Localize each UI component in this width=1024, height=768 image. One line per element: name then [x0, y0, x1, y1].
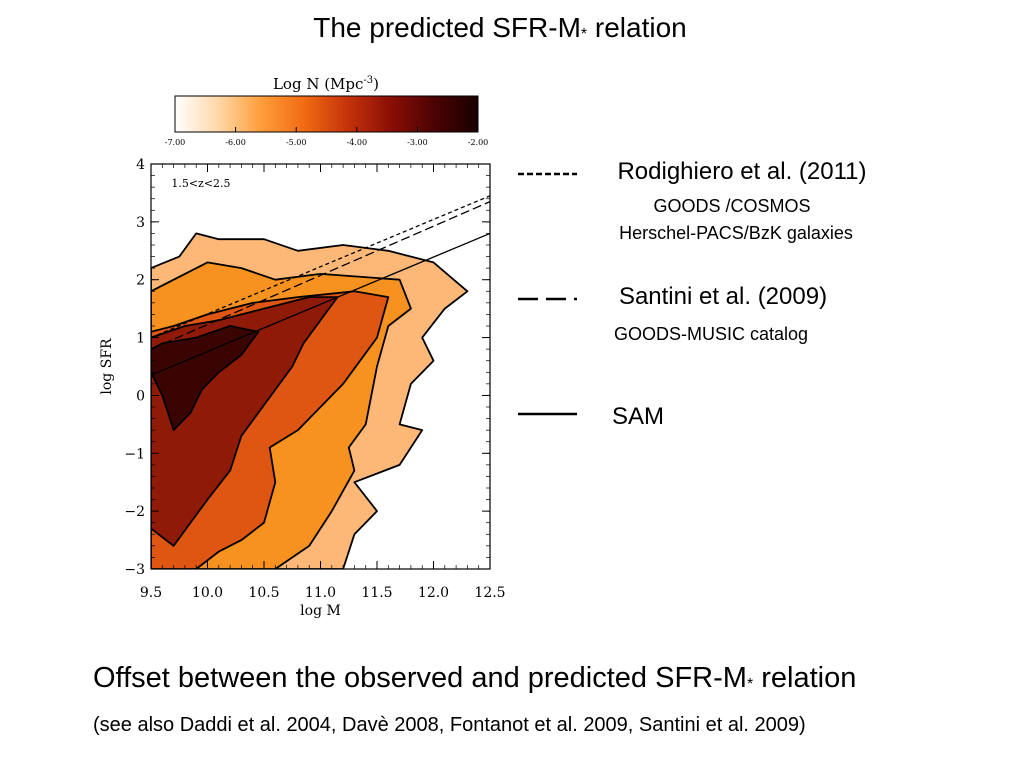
title-subscript: *: [580, 26, 588, 43]
legend-sub-rodighiero-1: GOODS /COSMOS: [653, 196, 811, 216]
legend-label-santini: Santini et al. (2009): [618, 283, 828, 310]
y-tick-label: 0: [136, 388, 145, 404]
relation-lines: [151, 195, 490, 376]
x-tick-label: 12.5: [474, 585, 505, 601]
x-tick-label: 12.0: [418, 585, 449, 601]
legend-sub-santini: GOODS-MUSIC catalog: [613, 324, 809, 344]
y-tick-label: −3: [124, 562, 145, 578]
series-line: [151, 201, 490, 350]
y-tick-label: 2: [136, 273, 145, 289]
colorbar-tick-label: -2.00: [468, 138, 489, 147]
y-tick-label: 1: [136, 331, 145, 347]
y-tick-label: −2: [124, 504, 145, 520]
legend-sub-rodighiero-2: Herschel-PACS/BzK galaxies: [619, 223, 853, 243]
x-tick-label: 11.5: [361, 585, 392, 601]
legend-label-sam: SAM: [611, 403, 664, 430]
legend-line-samples: [518, 172, 577, 416]
contour-region: [151, 325, 260, 432]
legend-label-rodighiero: Rodighiero et al. (2011): [617, 158, 867, 185]
redshift-label: 1.5<z<2.5: [171, 177, 230, 190]
footer-end: relation: [753, 662, 857, 694]
x-tick-label: 10.0: [192, 585, 223, 601]
x-tick-label: 11.0: [305, 585, 336, 601]
y-tick-label: 4: [136, 157, 145, 173]
series-line: [151, 195, 490, 339]
footer-references: (see also Daddi et al. 2004, Davè 2008, …: [93, 714, 806, 736]
y-tick-label: −1: [124, 446, 145, 462]
y-axis-label: log SFR: [99, 338, 115, 395]
series-line: [151, 232, 490, 376]
x-axis-label: log M: [300, 603, 341, 619]
colorbar-tick-label: -5.00: [286, 138, 307, 147]
axes: 9.5 10.0 10.5 11.0 11.5 12.0 12.5 −3 −2 −1 0 1 2 3 4 lo…: [99, 157, 506, 619]
colorbar-tick-label: -4.00: [347, 138, 368, 147]
colorbar-title: Log N (Mpc-3): [273, 75, 379, 93]
y-tick-label: 3: [136, 215, 145, 231]
x-tick-label: 10.5: [248, 585, 279, 601]
title-end: relation: [587, 12, 687, 43]
contour-regions: [151, 232, 469, 569]
title-text: The predicted SFR-M: [313, 12, 581, 43]
colorbar-tick-label: -7.00: [165, 138, 186, 147]
colorbar-bar: [174, 95, 479, 133]
colorbar-tick-label: -6.00: [225, 138, 246, 147]
footer-text: Offset between the observed and predicte…: [93, 662, 747, 694]
slide-title: The predicted SFR-M* relation: [0, 12, 1000, 44]
colorbar-tick-label: -3.00: [407, 138, 428, 147]
x-tick-label: 9.5: [140, 585, 162, 601]
footer-statement: Offset between the observed and predicte…: [93, 662, 856, 695]
footer-subscript: *: [746, 676, 754, 693]
colorbar: Log N (Mpc-3) -7.00 -6.00 -5.00 -4.00 -3.00 -2…: [165, 75, 489, 147]
